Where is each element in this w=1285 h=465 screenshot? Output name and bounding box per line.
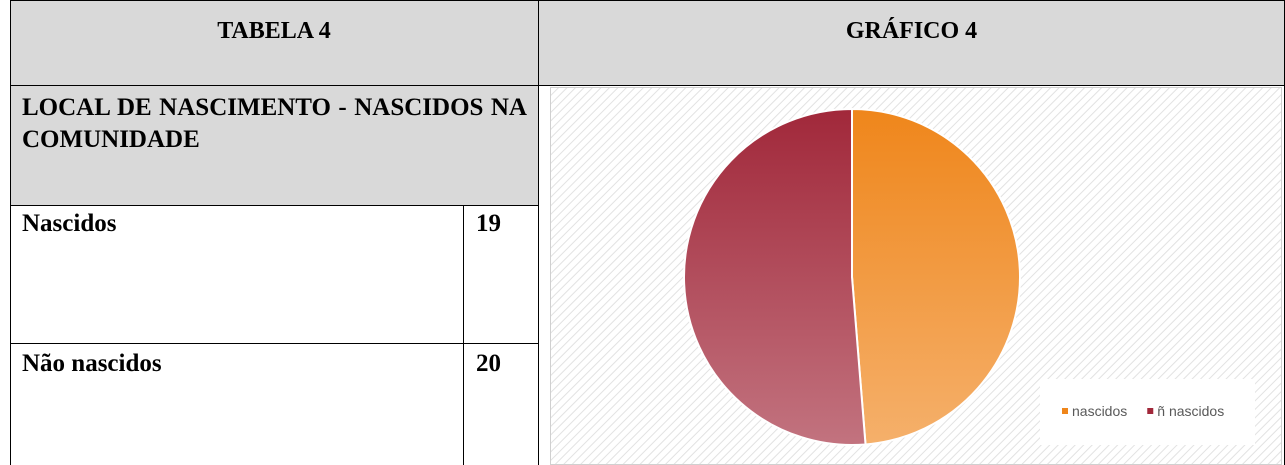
row-label: Não nascidos	[22, 350, 162, 377]
border	[10, 0, 1285, 1]
border	[10, 205, 538, 206]
row-value: 19	[476, 210, 501, 237]
legend-swatch	[1147, 408, 1154, 414]
pie-chart: nascidos ñ nascidos	[550, 87, 1282, 465]
legend-label: ñ nascidos	[1157, 403, 1224, 419]
border	[10, 85, 1285, 86]
table-title: LOCAL DE NASCIMENTO - NASCIDOS NA COMUNI…	[22, 94, 527, 153]
pie-slice	[851, 107, 1021, 446]
header-left-bg	[10, 0, 538, 205]
border	[10, 343, 538, 344]
legend-label: nascidos	[1072, 403, 1127, 419]
border	[463, 205, 464, 465]
table-heading: TABELA 4	[217, 18, 331, 44]
legend-swatch	[1062, 408, 1068, 414]
row-label: Nascidos	[22, 210, 117, 237]
chart-heading: GRÁFICO 4	[845, 18, 978, 44]
border	[10, 0, 11, 465]
row-value: 20	[476, 350, 501, 377]
pie-slice	[683, 107, 867, 446]
border	[538, 0, 539, 465]
header-right-bg	[538, 0, 1285, 85]
